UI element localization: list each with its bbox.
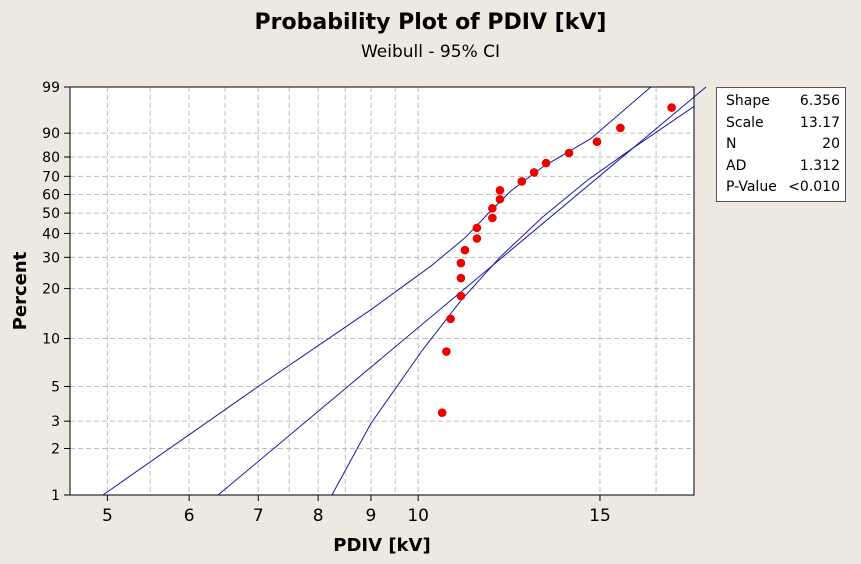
stat-value: <0.010 [788, 179, 840, 195]
x-tick-label: 10 [407, 506, 429, 526]
data-point [460, 245, 470, 255]
stat-row: Scale 13.17 [726, 113, 840, 134]
stat-label: P-Value [726, 179, 777, 195]
y-tick-label: 99 [42, 80, 60, 96]
stat-value: 1.312 [799, 157, 840, 174]
axis-ticks: 5 6 7 8 9 10 15 1 2 3 5 10 20 30 40 50 60 70 80 90 99 [42, 80, 611, 526]
stat-label: AD [726, 157, 747, 174]
stat-value: 13.17 [799, 114, 840, 131]
stat-value: 6.356 [799, 93, 840, 109]
y-tick-label: 3 [51, 414, 60, 430]
chart-title: Probability Plot of PDIV [kV] [254, 10, 607, 35]
stats-legend-box: Shape 6.356 Scale 13.17 N 20 AD 1.312 P-Value <0.… [716, 87, 846, 202]
plot-area [70, 87, 694, 495]
x-axis-label: PDIV [kV] [333, 535, 430, 556]
y-tick-label: 90 [42, 126, 60, 142]
y-tick-label: 5 [51, 379, 60, 395]
y-tick-label: 20 [42, 282, 60, 298]
data-point [446, 314, 455, 324]
data-point [437, 408, 447, 417]
fitted-line [217, 86, 707, 496]
stat-label: N [726, 136, 737, 152]
data-point [541, 158, 551, 168]
stat-value: 20 [822, 136, 840, 152]
x-tick-label: 9 [366, 506, 377, 526]
x-tick-label: 5 [102, 506, 113, 526]
stat-label: Shape [726, 93, 770, 109]
stat-row: AD 1.312 [726, 156, 840, 177]
data-point [495, 194, 505, 204]
x-tick-label: 8 [313, 506, 324, 526]
data-point [456, 273, 466, 283]
stat-row: Shape 6.356 [726, 91, 840, 112]
data-point [616, 123, 625, 133]
y-tick-label: 10 [42, 332, 60, 348]
stat-row: P-Value <0.010 [726, 177, 840, 198]
data-point [495, 186, 505, 195]
data-point [472, 223, 482, 233]
grid-lines [70, 86, 694, 496]
data-point [488, 213, 497, 223]
x-tick-label: 7 [253, 506, 264, 526]
data-points [437, 103, 676, 417]
data-point [517, 177, 527, 186]
x-tick-label: 6 [184, 506, 195, 526]
data-point [472, 234, 482, 243]
data-point [564, 148, 574, 158]
y-axis-label: Percent [10, 251, 31, 330]
y-tick-label: 30 [42, 250, 60, 266]
data-point [442, 347, 451, 356]
y-tick-label: 1 [51, 488, 60, 504]
data-point [529, 168, 539, 177]
plot-frame [69, 86, 695, 496]
y-tick-label: 80 [42, 150, 60, 166]
stat-label: Scale [726, 114, 764, 131]
x-tick-label: 15 [589, 506, 611, 526]
data-point [456, 258, 466, 268]
data-point [592, 137, 602, 147]
y-tick-label: 60 [42, 188, 60, 204]
data-point [488, 204, 497, 213]
data-point [667, 103, 676, 112]
y-tick-label: 40 [42, 226, 60, 242]
y-tick-label: 2 [51, 442, 60, 458]
stat-row: N 20 [726, 134, 840, 155]
y-tick-label: 70 [42, 169, 60, 185]
data-point [456, 291, 466, 301]
chart-subtitle: Weibull - 95% CI [360, 42, 501, 62]
confidence-bound-line [331, 105, 695, 496]
y-tick-label: 50 [42, 206, 60, 222]
